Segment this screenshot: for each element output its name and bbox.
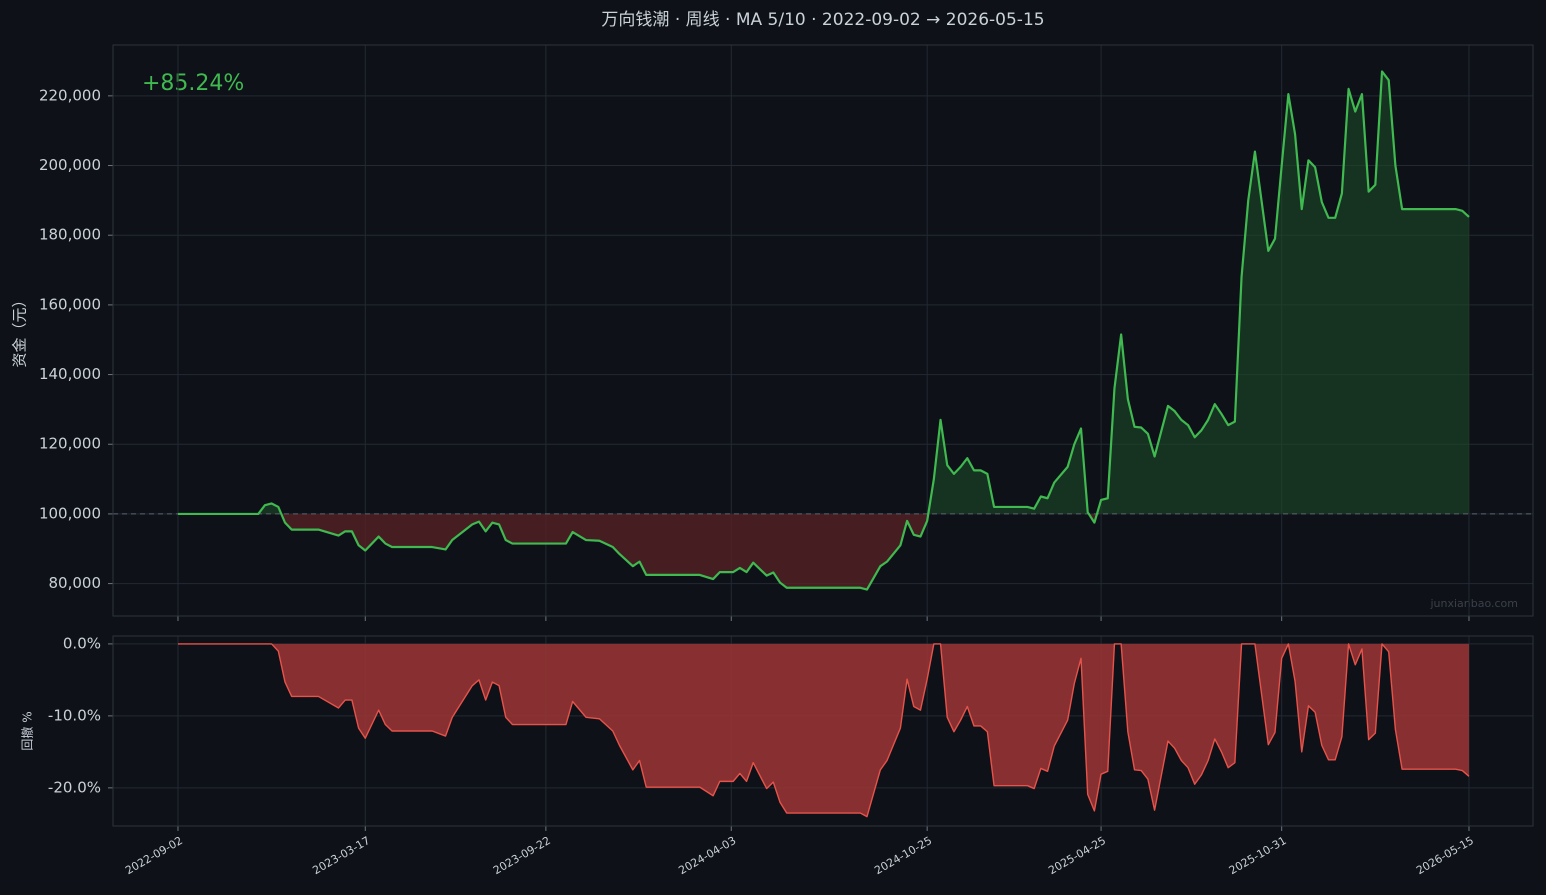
- chart-title: 万向钱潮 · 周线 · MA 5/10 · 2022-09-02 → 2026-…: [601, 10, 1044, 30]
- watermark: junxianbao.com: [1429, 597, 1518, 610]
- plot-area: [113, 70, 1533, 591]
- plot-frame: [112, 635, 1534, 827]
- y-tick-label: 160,000: [39, 295, 101, 313]
- y-tick-label: 180,000: [39, 226, 101, 244]
- y-tick-label: 0.0%: [63, 634, 101, 652]
- y-tick-label: -10.0%: [48, 706, 101, 724]
- drawdown-fill: [177, 643, 1469, 817]
- y-axis-title: 资金（元）: [11, 292, 29, 367]
- y-tick-label: 140,000: [39, 365, 101, 383]
- y-tick-label: 220,000: [39, 86, 101, 104]
- y-axis-title: 回撤 %: [20, 711, 35, 750]
- plot-frame: [112, 44, 1534, 617]
- plot-area: [177, 643, 1470, 818]
- y-tick-label: 80,000: [49, 574, 102, 592]
- y-tick-label: 120,000: [39, 435, 101, 453]
- y-tick-label: 100,000: [39, 504, 101, 522]
- equity-line: [177, 70, 1470, 591]
- gain-fill: [177, 71, 1469, 514]
- drawdown-line: [177, 643, 1470, 818]
- return-annotation: +85.24%: [142, 71, 244, 96]
- y-tick-label: 200,000: [39, 156, 101, 174]
- y-tick-label: -20.0%: [48, 778, 101, 796]
- loss-fill: [177, 513, 1469, 590]
